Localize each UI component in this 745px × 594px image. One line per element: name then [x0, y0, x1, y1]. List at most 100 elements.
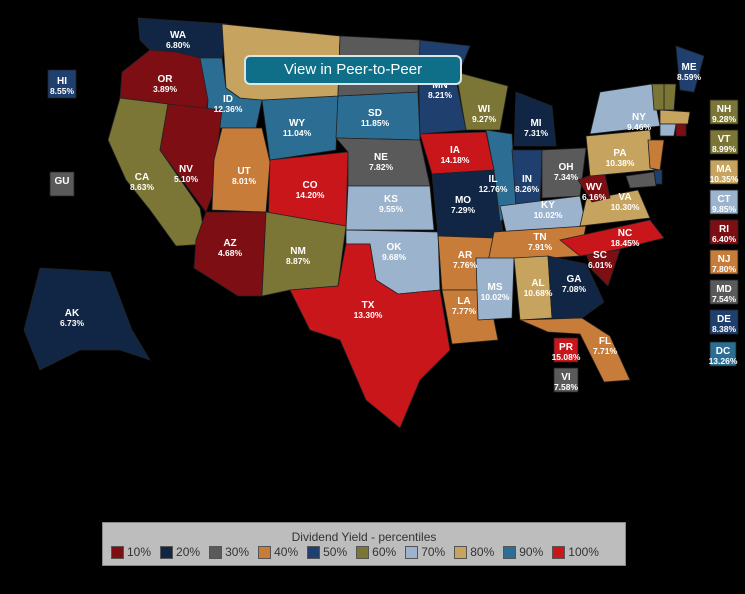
state-ma[interactable] — [659, 109, 691, 125]
state-tx[interactable] — [289, 243, 451, 429]
state-code-ma: MA — [716, 164, 732, 175]
state-value-tn: 7.91% — [528, 242, 553, 252]
state-me[interactable] — [675, 45, 705, 93]
state-code-ri: RI — [719, 224, 729, 235]
state-box-ri[interactable] — [709, 219, 739, 245]
state-value-ut: 8.01% — [232, 176, 257, 186]
legend-swatch — [160, 545, 174, 559]
state-md[interactable] — [625, 171, 657, 189]
state-code-ut: UT — [237, 166, 250, 177]
state-value-dc: 13.26% — [709, 356, 738, 366]
legend-item: 90% — [503, 545, 543, 559]
state-value-ak: 6.73% — [60, 318, 85, 328]
legend-swatch — [503, 545, 517, 559]
state-box-nh[interactable] — [709, 99, 739, 125]
legend-item: 80% — [454, 545, 494, 559]
state-box-de[interactable] — [709, 309, 739, 335]
legend-label: 100% — [568, 545, 599, 559]
state-value-ri: 6.40% — [712, 234, 737, 244]
state-code-wy: WY — [289, 118, 305, 129]
state-dc[interactable] — [709, 341, 737, 367]
state-code-tx: TX — [362, 300, 375, 311]
state-value-me: 8.59% — [677, 72, 702, 82]
state-box-vt[interactable] — [709, 129, 739, 155]
state-vi[interactable] — [553, 367, 579, 393]
state-nc[interactable] — [559, 219, 665, 257]
state-value-mi: 7.31% — [524, 128, 549, 138]
legend-item: 70% — [405, 545, 445, 559]
state-code-gu: GU — [55, 176, 70, 187]
state-code-nc: NC — [618, 228, 632, 239]
state-code-mi: MI — [530, 118, 541, 129]
state-ms[interactable] — [475, 257, 515, 321]
state-code-nm: NM — [290, 246, 306, 257]
legend-swatch — [307, 545, 321, 559]
state-code-ok: OK — [387, 242, 403, 253]
state-mi[interactable] — [513, 91, 557, 147]
state-value-ms: 10.02% — [481, 292, 510, 302]
state-value-nj: 7.80% — [712, 264, 737, 274]
legend-label: 50% — [323, 545, 348, 559]
legend-item: 20% — [160, 545, 200, 559]
legend-item: 40% — [258, 545, 298, 559]
state-code-de: DE — [717, 314, 731, 325]
state-ks[interactable] — [345, 185, 435, 231]
state-code-ak: AK — [65, 308, 80, 319]
state-value-pa: 10.38% — [606, 158, 635, 168]
state-value-ct: 9.85% — [712, 204, 737, 214]
state-value-nh: 9.28% — [712, 114, 737, 124]
state-box-ma[interactable] — [709, 159, 739, 185]
state-ak[interactable] — [23, 267, 151, 371]
state-code-pr: PR — [559, 342, 574, 353]
state-value-co: 14.20% — [296, 190, 325, 200]
state-code-ct: CT — [717, 194, 730, 205]
legend-item: 50% — [307, 545, 347, 559]
legend-swatch — [209, 545, 223, 559]
state-de[interactable] — [653, 169, 663, 185]
state-code-sc: SC — [593, 250, 607, 261]
state-value-wy: 11.04% — [283, 128, 312, 138]
state-value-fl: 7.71% — [593, 346, 618, 356]
state-pr[interactable] — [553, 337, 579, 363]
legend-label: 30% — [225, 545, 250, 559]
state-code-nv: NV — [179, 164, 193, 175]
state-ga[interactable] — [547, 255, 605, 319]
state-code-ky: KY — [541, 200, 555, 211]
legend-label: 10% — [127, 545, 152, 559]
state-code-tn: TN — [533, 232, 546, 243]
state-code-ar: AR — [458, 250, 473, 261]
legend-swatch — [356, 545, 370, 559]
legend-item: 10% — [111, 545, 151, 559]
state-nv[interactable] — [159, 103, 223, 213]
legend-title: Dividend Yield - percentiles — [291, 530, 437, 544]
state-code-in: IN — [522, 174, 532, 185]
state-value-va: 10.30% — [611, 202, 640, 212]
state-ri[interactable] — [675, 123, 687, 137]
legend-label: 20% — [176, 545, 201, 559]
legend-swatch — [405, 545, 419, 559]
state-value-tx: 13.30% — [354, 310, 383, 320]
state-vt[interactable] — [651, 83, 665, 111]
state-gu[interactable] — [49, 171, 75, 197]
state-box-md[interactable] — [709, 279, 739, 305]
state-nh[interactable] — [663, 83, 677, 111]
state-box-nj[interactable] — [709, 249, 739, 275]
state-value-ca: 8.63% — [130, 182, 155, 192]
state-code-oh: OH — [559, 162, 574, 173]
state-ct[interactable] — [659, 123, 677, 137]
state-hi[interactable] — [47, 69, 77, 99]
state-box-ct[interactable] — [709, 189, 739, 215]
legend-label: 70% — [421, 545, 446, 559]
view-peer-to-peer-button[interactable]: View in Peer-to-Peer — [244, 55, 462, 85]
state-nj[interactable] — [647, 139, 665, 171]
state-value-wi: 9.27% — [472, 114, 497, 124]
state-fl[interactable] — [519, 317, 631, 383]
state-value-hi: 8.55% — [50, 86, 75, 96]
state-wi[interactable] — [455, 71, 509, 131]
state-value-ny: 9.46% — [627, 122, 652, 132]
state-value-nc: 18.45% — [611, 238, 640, 248]
state-value-sc: 6.01% — [588, 260, 613, 270]
state-code-az: AZ — [223, 238, 236, 249]
state-value-pr: 15.08% — [552, 352, 581, 362]
